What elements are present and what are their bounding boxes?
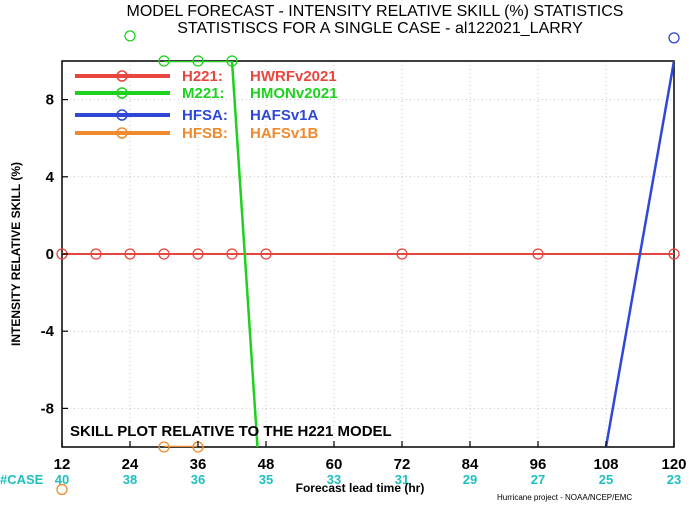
data-point [158,55,170,67]
axis-layer: 1240243836364835603372318429962710825120… [41,92,687,487]
data-point [192,248,204,260]
legend-item-hfsa: HFSA: HAFSv1A [75,107,319,124]
x-tick-label: 72 [394,456,411,473]
data-point [668,248,680,260]
series-layer [56,30,680,496]
data-point [158,248,170,260]
x-tick-label: 84 [462,456,479,473]
legend-model-hfsb: HFSB: [182,125,228,142]
legend-label-m221: HMONv2021 [250,85,338,102]
case-count: 35 [259,472,273,487]
legend: H221: HWRFv2021 M221: HMONv2021 HFSA: HA… [75,68,338,142]
data-point [260,248,272,260]
x-tick-label: 36 [190,456,207,473]
x-tick-label: 108 [593,456,618,473]
case-count: 36 [191,472,205,487]
y-tick-label: 4 [46,169,55,186]
data-point [124,30,136,42]
reference-annotation: SKILL PLOT RELATIVE TO THE H221 MODEL [70,423,392,440]
x-tick-label: 12 [54,456,71,473]
x-tick-label: 120 [661,456,686,473]
case-count: 27 [531,472,545,487]
legend-label-hfsb: HAFSv1B [250,125,319,142]
legend-model-m221: M221: [182,85,225,102]
data-point [192,55,204,67]
y-tick-label: -8 [41,400,54,417]
chart-subtitle: STATISTISCS FOR A SINGLE CASE - al122021… [177,20,583,37]
data-point [668,32,680,44]
data-point [124,248,136,260]
data-point [226,55,238,67]
credit-text: Hurricane project - NOAA/NCEP/EMC [497,493,632,502]
chart-title: MODEL FORECAST - INTENSITY RELATIVE SKIL… [127,3,624,20]
y-tick-label: 0 [46,246,54,263]
x-tick-label: 48 [258,456,275,473]
series-line [604,61,674,447]
case-count: 40 [55,472,69,487]
case-count: 29 [463,472,477,487]
case-count: 31 [395,472,409,487]
y-tick-label: 8 [46,92,54,109]
case-count: 25 [599,472,613,487]
x-tick-label: 96 [530,456,547,473]
case-count: 38 [123,472,137,487]
x-tick-label: 24 [122,456,139,473]
data-point [226,248,238,260]
case-count: 33 [327,472,341,487]
legend-item-hfsb: HFSB: HAFSv1B [75,125,319,142]
case-count: 23 [667,472,681,487]
series-line [164,61,259,447]
x-tick-label: 60 [326,456,343,473]
legend-model-hfsa: HFSA: [182,107,228,124]
legend-item-m221: M221: HMONv2021 [75,85,338,102]
data-point [56,483,68,496]
y-tick-label: -4 [41,323,55,340]
data-point [396,248,408,260]
data-point [158,441,170,453]
legend-item-h221: H221: HWRFv2021 [75,68,337,85]
data-point [532,248,544,260]
legend-label-h221: HWRFv2021 [250,68,337,85]
x-axis-label: Forecast lead time (hr) [296,481,425,495]
data-point [90,248,102,260]
y-axis-label: INTENSITY RELATIVE SKILL (%) [9,162,23,346]
case-label: #CASE [0,472,44,487]
legend-label-hfsa: HAFSv1A [250,107,319,124]
legend-model-h221: H221: [182,68,223,85]
